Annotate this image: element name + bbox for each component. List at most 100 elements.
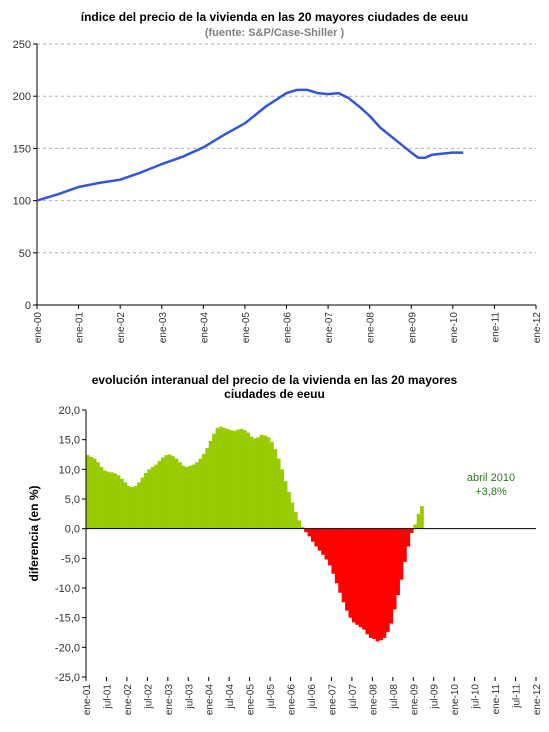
chart2-annotation-date: abril 2010 — [467, 472, 515, 484]
chart2-bar — [246, 432, 250, 529]
chart2-bar — [164, 455, 169, 529]
chart2-bar — [263, 435, 267, 529]
chart2-bar — [167, 454, 172, 529]
chart2-xtick-label: ene-10 — [450, 684, 461, 716]
chart2-bar — [324, 528, 329, 560]
chart2-bar — [222, 427, 227, 529]
chart2-bar — [345, 528, 349, 611]
chart2-bar — [232, 430, 237, 529]
chart2-bar — [103, 470, 107, 529]
chart2-ytick-label: 20,0 — [59, 405, 80, 417]
chart2-bar — [416, 513, 421, 529]
chart2-bar — [300, 526, 305, 529]
chart2-bar — [293, 512, 298, 529]
chart2-ytick-label: -15,0 — [55, 613, 80, 625]
chart2-bar — [403, 528, 407, 562]
chart2-bar — [399, 528, 404, 580]
chart2-xtick-label: ene-02 — [123, 684, 134, 716]
chart2-y-axis-label: diferencia (en %) — [27, 485, 41, 581]
chart2-xtick-label: jul-05 — [266, 684, 277, 710]
chart2-bar — [331, 528, 336, 574]
chart2-bar — [188, 465, 192, 529]
chart2-bar — [253, 438, 257, 529]
chart2-xtick-label: jul-03 — [184, 684, 195, 710]
chart2-xtick-label: jul-07 — [348, 684, 359, 710]
chart2-bar — [287, 491, 291, 529]
chart2-bar — [147, 469, 152, 529]
chart2-xtick-label: jul-08 — [389, 684, 400, 710]
chart2-xtick-label: ene-03 — [164, 684, 175, 716]
chart2-bar — [358, 528, 363, 628]
chart2-bar — [174, 458, 179, 529]
chart2-bar — [348, 528, 353, 618]
chart2-bar — [386, 528, 390, 632]
chart2-bar — [239, 428, 244, 529]
chart2-bar — [198, 458, 203, 529]
chart2-title-line2: ciudades de eeuu — [224, 387, 325, 401]
chart1-xtick-label: ene-07 — [324, 312, 335, 344]
chart2-xtick-label: ene-12 — [532, 684, 543, 716]
chart2-ytick-label: -5,0 — [61, 553, 80, 565]
chart2-xtick-label: jul-06 — [307, 684, 318, 710]
chart2-ytick-label: 0,0 — [65, 524, 80, 536]
chart2-bar — [161, 457, 165, 529]
chart2-bar — [99, 466, 104, 529]
chart2-bar — [259, 434, 264, 529]
chart1-ytick-label: 100 — [13, 196, 31, 208]
chart2-bar — [184, 466, 189, 529]
chart2-bar — [150, 466, 155, 529]
chart2-bar — [195, 462, 199, 529]
chart2-bar — [191, 464, 196, 529]
chart2-bar — [130, 487, 135, 529]
chart2-bar — [137, 482, 141, 529]
chart2-bar — [96, 462, 100, 529]
chart2-title-line1: evolución interanual del precio de la vi… — [91, 373, 458, 387]
chart2-bar — [270, 442, 274, 529]
chart2-bar — [157, 461, 162, 529]
chart2-bar — [106, 471, 111, 529]
chart2-xtick-label: jul-11 — [512, 684, 523, 709]
chart2-bar — [266, 437, 271, 529]
chart2-xtick-label: ene-01 — [82, 684, 93, 716]
chart2-bar — [143, 472, 148, 529]
chart2-bar — [392, 528, 397, 610]
chart2-xtick-label: ene-05 — [246, 684, 257, 716]
chart2-bar — [283, 481, 288, 529]
chart2-bar — [218, 426, 223, 529]
chart2-xtick-label: jul-09 — [430, 684, 441, 710]
chart2-bar — [355, 528, 360, 625]
chart2-bar — [375, 528, 380, 642]
chart2-xtick-label: ene-11 — [491, 684, 502, 715]
chart2-bar — [242, 430, 247, 529]
chart1-xtick-label: ene-11 — [490, 312, 501, 343]
chart1-xtick-label: ene-09 — [407, 312, 418, 344]
chart2-bar — [123, 482, 128, 529]
chart2-bar — [341, 528, 346, 603]
chart2-xtick-label: jul-02 — [143, 684, 154, 710]
chart2-bar — [290, 502, 295, 529]
chart2-bar — [413, 524, 417, 529]
chart1-line-chart: 0 50 100 150 200 250 ene-00 ene-01 ene-02 ene-03 e… — [13, 39, 543, 344]
chart1-xtick-label: ene-02 — [116, 312, 127, 344]
chart2-bar — [317, 528, 322, 551]
chart1-ytick-label: 200 — [13, 91, 31, 103]
chart2-bar — [201, 453, 206, 529]
chart2-xtick-label: jul-01 — [102, 684, 113, 710]
chart2-ytick-label: -25,0 — [55, 672, 80, 684]
chart1-xtick-label: ene-08 — [366, 312, 377, 344]
chart2-bar — [379, 528, 383, 641]
chart1-xtick-label: ene-10 — [449, 312, 460, 344]
chart1-xtick-label: ene-12 — [532, 312, 543, 344]
chart2-xtick-label: ene-07 — [327, 684, 338, 716]
chart2-xtick-label: ene-06 — [287, 684, 298, 716]
chart2-bar — [236, 429, 240, 529]
chart1-xtick-label: ene-01 — [75, 312, 86, 344]
chart2-bar — [256, 437, 261, 529]
chart2-xtick-label: ene-08 — [368, 684, 379, 716]
chart2-bar — [113, 473, 117, 529]
chart2-bar — [205, 447, 210, 529]
chart2-bar — [280, 469, 285, 529]
chart2-bar — [89, 456, 94, 529]
chart2-bar — [368, 528, 373, 638]
